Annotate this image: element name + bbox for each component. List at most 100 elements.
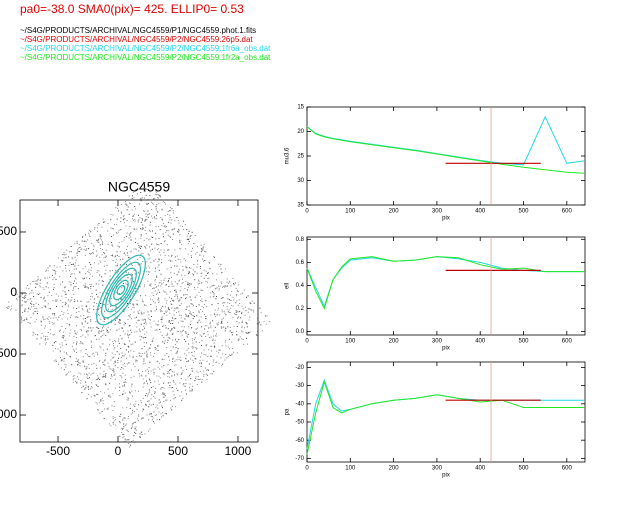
pixel [117, 245, 119, 247]
pixel [207, 278, 209, 279]
pixel [124, 323, 126, 325]
pixel [206, 374, 208, 376]
pixel [44, 277, 46, 279]
pixel [133, 213, 135, 215]
pixel [171, 375, 173, 377]
pixel [181, 330, 183, 332]
pixel [130, 273, 132, 275]
pixel [148, 392, 150, 394]
pixel [239, 303, 241, 304]
pixel [72, 263, 74, 265]
pixel [205, 318, 207, 320]
pixel [88, 372, 90, 374]
pixel [86, 376, 88, 378]
chart-title: NGC4559 [108, 179, 170, 195]
pixel [194, 235, 196, 236]
pixel [137, 420, 139, 422]
pixel [140, 237, 142, 239]
pixel [95, 379, 97, 381]
pixel [243, 344, 245, 346]
pixel [177, 295, 178, 297]
pixel [236, 320, 238, 322]
pixel [57, 319, 59, 321]
pixel [26, 317, 27, 319]
pixel [143, 228, 144, 230]
x-tick-label: 600 [562, 209, 573, 215]
pixel [119, 251, 121, 253]
pixel [146, 380, 147, 382]
pixel [214, 347, 216, 349]
pixel [141, 355, 143, 357]
pixel [102, 361, 104, 363]
pixel [104, 359, 106, 361]
pixel [114, 361, 116, 363]
pixel [206, 370, 208, 371]
pixel [8, 301, 10, 303]
pixel [140, 235, 142, 237]
pixel [198, 279, 199, 281]
pixel [98, 223, 100, 225]
pixel [162, 305, 164, 307]
pixel [185, 382, 187, 384]
pixel [169, 214, 171, 216]
pixel [100, 331, 102, 332]
pixel [123, 382, 125, 384]
pixel [211, 373, 213, 375]
pixel [222, 297, 224, 298]
pixel [163, 337, 165, 338]
pixel [136, 356, 138, 357]
pixel [168, 249, 170, 251]
pixel [47, 318, 49, 320]
pixel [196, 384, 198, 385]
pixel [105, 384, 107, 386]
pixel [205, 316, 207, 318]
pixel [64, 291, 66, 293]
pixel [167, 382, 169, 384]
pixel [33, 296, 35, 297]
pixel [154, 193, 156, 195]
pixel [37, 310, 39, 312]
pixel [98, 283, 100, 285]
pixel [61, 311, 63, 312]
x-tick-label: 400 [475, 339, 486, 345]
pixel [236, 326, 238, 327]
pixel [206, 369, 208, 371]
pixel [21, 321, 23, 323]
pixel [90, 396, 92, 398]
pixel [241, 305, 243, 307]
pixel [129, 340, 131, 342]
pixel [110, 214, 112, 215]
pixel [118, 342, 120, 344]
pixel [85, 368, 87, 370]
y-tick-label: -500 [0, 346, 17, 360]
pixel [113, 363, 115, 365]
pixel [195, 358, 197, 360]
pixel [142, 227, 144, 229]
pixel [114, 360, 116, 362]
file-line: ~/S4G/PRODUCTS/ARCHIVAL/NGC4559/P2/NGC45… [20, 35, 253, 44]
pixel [168, 285, 170, 287]
pixel [204, 325, 206, 327]
pixel [98, 328, 100, 329]
pixel [31, 300, 33, 302]
pixel [171, 320, 173, 322]
pixel [228, 309, 230, 311]
pixel [192, 273, 194, 275]
pixel [134, 290, 136, 292]
pixel [189, 271, 191, 273]
pixel [72, 381, 74, 383]
pixel [123, 384, 125, 386]
pixel [131, 209, 133, 211]
pixel [175, 291, 177, 293]
pixel [128, 346, 130, 348]
plot-frame [306, 361, 586, 463]
pixel [216, 279, 217, 281]
pixel [77, 360, 79, 362]
pixel [171, 229, 173, 231]
pixel [75, 282, 77, 284]
profile-line [306, 126, 585, 174]
pixel [45, 286, 47, 288]
y-tick-label: 0.6 [296, 260, 305, 266]
pixel [97, 409, 99, 411]
pixel [112, 254, 113, 256]
